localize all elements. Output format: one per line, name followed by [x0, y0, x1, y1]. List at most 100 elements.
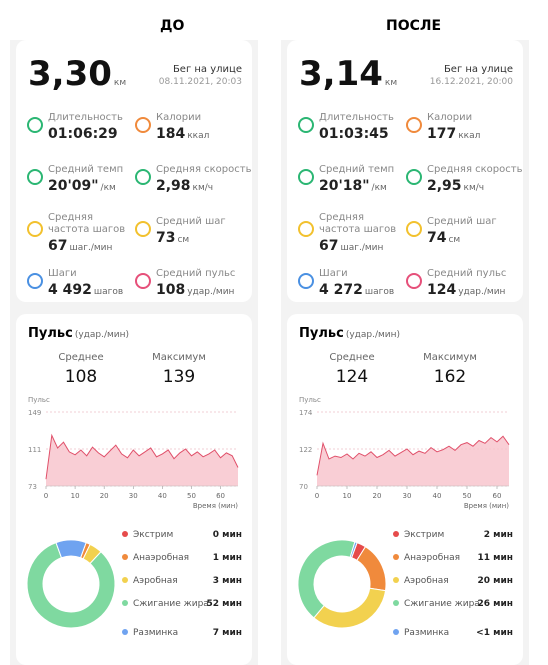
- pulse-graphics: Пульс 70 122 174 0 10 20 30 40 50 60 Время (мин) Экс…: [297, 396, 513, 638]
- stat-value: 108 удар./мин: [156, 282, 235, 298]
- stat-icon: [298, 273, 314, 289]
- value-label: 52 мин: [206, 599, 242, 609]
- stat-unit: удар./мин: [458, 287, 506, 297]
- stat-label: Калории: [156, 112, 202, 123]
- stat-value: 67 шаг./мин: [319, 238, 384, 254]
- avg-value: 108: [64, 367, 98, 387]
- legend-dot: [393, 600, 399, 606]
- stat-icon: [298, 169, 314, 185]
- x-tick-label: 40: [158, 492, 167, 500]
- stat-icon: [298, 117, 314, 133]
- x-tick-label: 10: [343, 492, 352, 500]
- icon-shape: [27, 221, 43, 237]
- stat-unit: шаг./мин: [69, 243, 113, 253]
- stat-unit: см: [448, 235, 461, 245]
- area-line: [316, 435, 510, 476]
- pulse-card: Пульс (удар./мин) Среднее 124 Максимум 162 Пул…: [287, 314, 523, 665]
- area-fill: [317, 436, 509, 486]
- x-tick-label: 0: [44, 492, 48, 500]
- stat-value: 4 272 шагов: [319, 282, 395, 298]
- stat-icon: [27, 169, 43, 185]
- value-label: 20 мин: [477, 576, 513, 586]
- stat-label: Длительность: [48, 112, 123, 123]
- value-label: 2 мин: [484, 530, 513, 540]
- stat-label: Средний пульс: [427, 268, 507, 279]
- legend-dot: [393, 629, 399, 635]
- stat-icon: [135, 117, 151, 133]
- donut-segment: [55, 539, 87, 559]
- legend-label: Сжигание жира: [133, 599, 209, 609]
- donut-segment: [313, 587, 387, 629]
- stat-unit: ккал: [458, 131, 481, 141]
- distance-unit: км: [113, 78, 127, 88]
- icon-shape: [135, 169, 151, 185]
- icon-shape: [135, 117, 151, 133]
- stat-label: Средний темп: [48, 164, 124, 175]
- pulse-unit: (удар./мин): [74, 330, 130, 340]
- stat-value: 124 удар./мин: [427, 282, 506, 298]
- legend-dot: [122, 554, 128, 560]
- stat-value: 20'09"/км: [48, 178, 116, 194]
- x-tick-label: 20: [100, 492, 109, 500]
- value-label: 7 мин: [213, 628, 242, 638]
- legend-dot: [393, 531, 399, 537]
- legend-dot: [122, 531, 128, 537]
- stat-value: 67 шаг./мин: [48, 238, 113, 254]
- stat-label: Средняя скорость: [156, 164, 252, 175]
- icon-shape: [135, 221, 151, 237]
- stat-unit: км/ч: [192, 183, 214, 193]
- x-tick-label: 40: [433, 492, 442, 500]
- icon-shape: [406, 117, 422, 133]
- stat-icon: [27, 221, 43, 237]
- stat-icon: [406, 117, 422, 133]
- value-label: <1 мин: [476, 628, 513, 638]
- stat-unit: /км: [100, 183, 116, 193]
- legend-label: Анаэробная: [133, 553, 189, 563]
- stat-icon: [135, 221, 151, 237]
- y-tick-label: 149: [28, 409, 41, 417]
- icon-shape: [406, 221, 422, 237]
- legend-dot: [393, 554, 399, 560]
- area-fill: [46, 435, 238, 486]
- donut-segment: [26, 541, 116, 629]
- summary-card: 3,14 км Бег на улице 16.12.2021, 20:00 Длите…: [287, 40, 523, 302]
- x-tick-label: 10: [71, 492, 80, 500]
- value-label: 3 мин: [213, 576, 242, 586]
- stat-label: Калории: [427, 112, 473, 123]
- x-axis-label: Время (мин): [464, 502, 509, 510]
- x-axis-label: Время (мин): [193, 502, 238, 510]
- stat-unit: /км: [371, 183, 387, 193]
- stat-unit: шагов: [364, 287, 395, 297]
- x-tick-label: 20: [373, 492, 382, 500]
- icon-shape: [298, 273, 314, 289]
- legend-dot: [122, 577, 128, 583]
- stat-label: Средняя частота шагов: [48, 212, 126, 235]
- stat-unit: ккал: [187, 131, 210, 141]
- icon-shape: [298, 117, 314, 133]
- stat-label: Средний шаг: [156, 216, 226, 227]
- avg-label: Среднее: [58, 352, 104, 363]
- icon-shape: [298, 221, 314, 237]
- legend-label: Разминка: [133, 628, 178, 638]
- value-label: 11 мин: [477, 553, 513, 563]
- stat-label: Средняя частота шагов: [319, 212, 397, 235]
- avg-label: Среднее: [329, 352, 375, 363]
- legend-label: Аэробная: [404, 576, 449, 586]
- value-label: 0 мин: [213, 530, 242, 540]
- y-axis-label: Пульс: [299, 396, 321, 404]
- distance: 3,30 км: [28, 54, 127, 94]
- stat-value: 184 ккал: [156, 126, 210, 142]
- stat-value: 4 492 шагов: [48, 282, 124, 298]
- stat-unit: шагов: [93, 287, 124, 297]
- donut-segment: [356, 546, 387, 592]
- icon-shape: [27, 273, 43, 289]
- stat-icon: [298, 221, 314, 237]
- legend-dot: [122, 600, 128, 606]
- legend-label: Экстрим: [133, 530, 173, 540]
- summary-card: 3,30 км Бег на улице 08.11.2021, 20:03 Длите…: [16, 40, 252, 302]
- stat-value: 74 см: [427, 230, 461, 246]
- y-tick-label: 73: [28, 483, 37, 491]
- activity: Бег на улице: [443, 64, 513, 75]
- x-tick-label: 50: [187, 492, 196, 500]
